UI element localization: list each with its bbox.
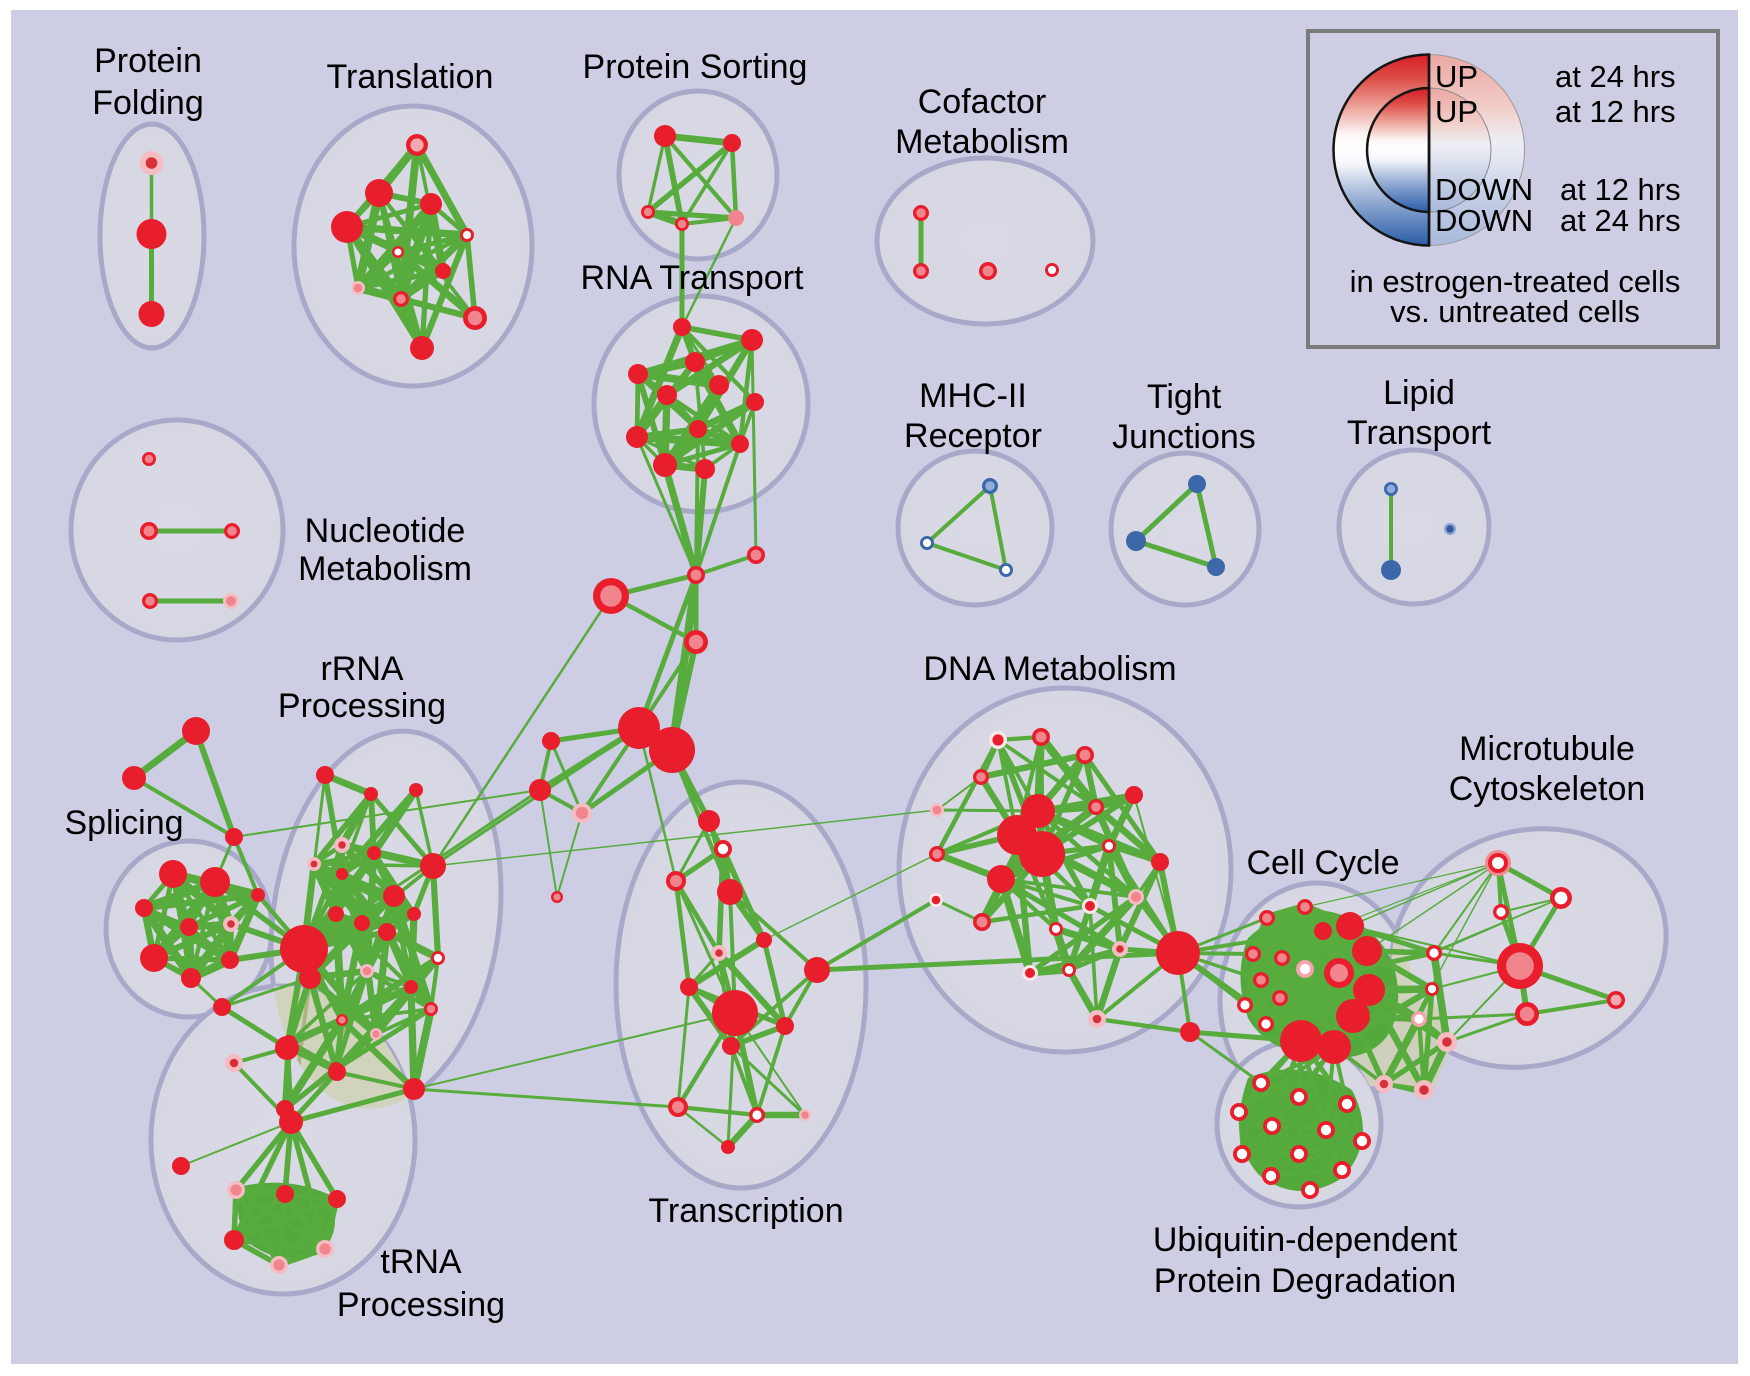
svg-text:Transcription: Transcription [648,1192,843,1230]
svg-text:at 12 hrs: at 12 hrs [1560,172,1681,207]
svg-text:Cell Cycle: Cell Cycle [1246,844,1399,882]
svg-text:at 12 hrs: at 12 hrs [1555,94,1676,129]
svg-text:Metabolism: Metabolism [895,123,1069,161]
svg-text:RNA Transport: RNA Transport [581,259,805,297]
svg-text:Processing: Processing [337,1286,505,1324]
svg-text:Translation: Translation [327,58,494,96]
svg-text:Ubiquitin-dependent: Ubiquitin-dependent [1153,1221,1458,1259]
svg-text:Folding: Folding [92,84,204,122]
svg-text:at 24 hrs: at 24 hrs [1555,59,1676,94]
svg-text:vs. untreated cells: vs. untreated cells [1390,294,1640,329]
svg-text:Nucleotide: Nucleotide [305,512,466,550]
svg-text:Receptor: Receptor [904,417,1042,455]
svg-text:Tight: Tight [1147,378,1222,416]
svg-text:Splicing: Splicing [64,804,183,842]
svg-text:Protein Sorting: Protein Sorting [583,48,808,86]
svg-text:DOWN: DOWN [1435,172,1533,207]
svg-text:MHC-II: MHC-II [919,377,1027,415]
svg-text:Protein Degradation: Protein Degradation [1154,1262,1456,1300]
svg-text:Junctions: Junctions [1112,418,1256,456]
svg-text:Processing: Processing [278,687,446,725]
svg-text:tRNA: tRNA [380,1243,462,1281]
svg-text:Lipid: Lipid [1383,374,1455,412]
svg-text:Protein: Protein [94,42,202,80]
svg-text:Transport: Transport [1347,414,1492,452]
svg-text:DOWN: DOWN [1435,203,1533,238]
svg-text:Metabolism: Metabolism [298,550,472,588]
svg-text:at 24 hrs: at 24 hrs [1560,203,1681,238]
svg-text:rRNA: rRNA [320,650,403,688]
svg-text:Cytoskeleton: Cytoskeleton [1449,770,1646,808]
svg-text:UP: UP [1435,94,1478,129]
svg-text:in estrogen-treated cells: in estrogen-treated cells [1350,264,1681,299]
svg-text:DNA Metabolism: DNA Metabolism [923,650,1176,688]
svg-text:Cofactor: Cofactor [918,83,1047,121]
svg-text:UP: UP [1435,59,1478,94]
svg-text:Microtubule: Microtubule [1459,730,1635,768]
